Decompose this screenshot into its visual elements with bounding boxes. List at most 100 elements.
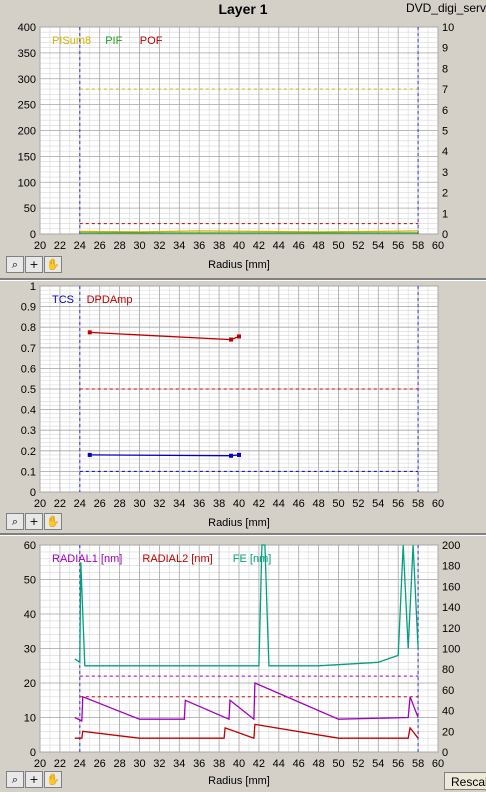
- x-tick-label: 58: [412, 240, 424, 252]
- y-tick-label: 350: [18, 48, 36, 60]
- chart2-toolbar: ⌕ + ✋: [6, 513, 62, 530]
- rescale-button[interactable]: Rescale: [444, 772, 486, 790]
- y-tick-label: 1: [30, 281, 36, 293]
- chart-3: 20 22 24 26 28 30 32 34 36 38 40 42 44 46 48 50 52 54 56 58…: [24, 540, 461, 787]
- y-tick-label: 400: [18, 22, 36, 34]
- series-line: [79, 230, 419, 233]
- series-line: [74, 544, 419, 667]
- y-tick-label: 30: [24, 644, 36, 656]
- x-tick-label: 20: [34, 240, 46, 252]
- y-tick-label: 300: [18, 74, 36, 86]
- series-line: [74, 723, 419, 740]
- data-point: [87, 452, 92, 457]
- chart3-toolbar: ⌕ + ✋: [6, 771, 62, 788]
- y-tick-label: 50: [24, 575, 36, 587]
- panel-separator: [0, 533, 486, 536]
- x-tick-label: 38: [213, 240, 225, 252]
- legend-entry: PIF: [105, 35, 122, 47]
- x-tick-label: 48: [312, 240, 324, 252]
- zoom-icon[interactable]: ⌕: [6, 771, 24, 788]
- x-tick-label: 26: [94, 498, 106, 510]
- data-point: [87, 330, 92, 335]
- legend-entry: POF: [140, 35, 163, 47]
- program-name: DVD_digi_serv: [405, 1, 486, 15]
- y2-tick-label: 4: [442, 146, 448, 158]
- y2-tick-label: 5: [442, 126, 448, 138]
- y2-tick-label: 2: [442, 188, 448, 200]
- y-tick-label: 0: [30, 487, 36, 499]
- y2-tick-label: 8: [442, 63, 448, 75]
- x-tick-label: 24: [74, 240, 86, 252]
- y2-tick-label: 3: [442, 167, 448, 179]
- y-tick-label: 0.8: [21, 322, 36, 334]
- x-tick-label: 32: [153, 240, 165, 252]
- y-tick-label: 40: [24, 609, 36, 621]
- x-tick-label: 28: [113, 758, 125, 770]
- legend-entry: DPDAmp: [87, 294, 133, 306]
- y2-tick-label: 120: [442, 623, 460, 635]
- crosshair-icon[interactable]: +: [25, 256, 43, 273]
- chart-1: 20 22 24 26 28 30 32 34 36 38 40 42 44 46 48 50 52 54 56 58…: [18, 22, 455, 271]
- data-point: [229, 453, 234, 458]
- x-tick-label: 22: [54, 498, 66, 510]
- x-tick-label: 26: [94, 758, 106, 770]
- x-tick-label: 54: [372, 758, 384, 770]
- x-tick-label: 30: [133, 240, 145, 252]
- y-tick-label: 150: [18, 151, 36, 163]
- x-axis-label: Radius [mm]: [208, 517, 270, 529]
- hand-pan-icon[interactable]: ✋: [44, 513, 62, 530]
- x-tick-label: 60: [432, 498, 444, 510]
- y2-tick-label: 10: [442, 22, 454, 34]
- chart-2: 20 22 24 26 28 30 32 34 36 38 40 42 44 46 48 50 52 54 56 58…: [21, 281, 444, 529]
- y-tick-label: 100: [18, 177, 36, 189]
- chart1-toolbar: ⌕ + ✋: [6, 256, 62, 273]
- x-tick-label: 42: [253, 498, 265, 510]
- legend-entry: PISum8: [52, 35, 91, 47]
- x-tick-label: 40: [233, 498, 245, 510]
- x-tick-label: 60: [432, 758, 444, 770]
- y-tick-label: 0.3: [21, 425, 36, 437]
- y-tick-label: 0: [30, 229, 36, 241]
- x-tick-label: 48: [312, 498, 324, 510]
- legend-entry: RADIAL2 [nm]: [142, 553, 212, 565]
- y-tick-label: 0.1: [21, 466, 36, 478]
- x-tick-label: 52: [352, 758, 364, 770]
- x-tick-label: 20: [34, 758, 46, 770]
- y2-tick-label: 200: [442, 540, 460, 552]
- x-tick-label: 24: [74, 758, 86, 770]
- y2-tick-label: 6: [442, 105, 448, 117]
- x-tick-label: 58: [412, 758, 424, 770]
- x-tick-label: 26: [94, 240, 106, 252]
- hand-pan-icon[interactable]: ✋: [44, 771, 62, 788]
- legend-entry: FE [nm]: [233, 553, 272, 565]
- x-tick-label: 44: [273, 498, 285, 510]
- zoom-icon[interactable]: ⌕: [6, 256, 24, 273]
- data-point: [229, 337, 234, 342]
- x-tick-label: 34: [173, 498, 185, 510]
- x-tick-label: 20: [34, 498, 46, 510]
- x-tick-label: 46: [293, 240, 305, 252]
- x-tick-label: 56: [392, 240, 404, 252]
- y2-tick-label: 60: [442, 685, 454, 697]
- x-tick-label: 42: [253, 240, 265, 252]
- y2-tick-label: 40: [442, 706, 454, 718]
- y2-tick-label: 100: [442, 644, 460, 656]
- y-tick-label: 0.7: [21, 343, 36, 355]
- zoom-icon[interactable]: ⌕: [6, 513, 24, 530]
- crosshair-icon[interactable]: +: [25, 771, 43, 788]
- x-tick-label: 34: [173, 758, 185, 770]
- crosshair-icon[interactable]: +: [25, 513, 43, 530]
- y2-tick-label: 20: [442, 726, 454, 738]
- legend-entry: TCS: [52, 294, 74, 306]
- hand-pan-icon[interactable]: ✋: [44, 256, 62, 273]
- y2-tick-label: 80: [442, 664, 454, 676]
- y2-tick-label: 9: [442, 43, 448, 55]
- y-tick-label: 0.2: [21, 446, 36, 458]
- x-tick-label: 58: [412, 498, 424, 510]
- x-tick-label: 54: [372, 240, 384, 252]
- window-title: Layer 1: [218, 1, 268, 17]
- y-tick-label: 0.6: [21, 363, 36, 375]
- x-tick-label: 36: [193, 758, 205, 770]
- y-tick-label: 50: [24, 203, 36, 215]
